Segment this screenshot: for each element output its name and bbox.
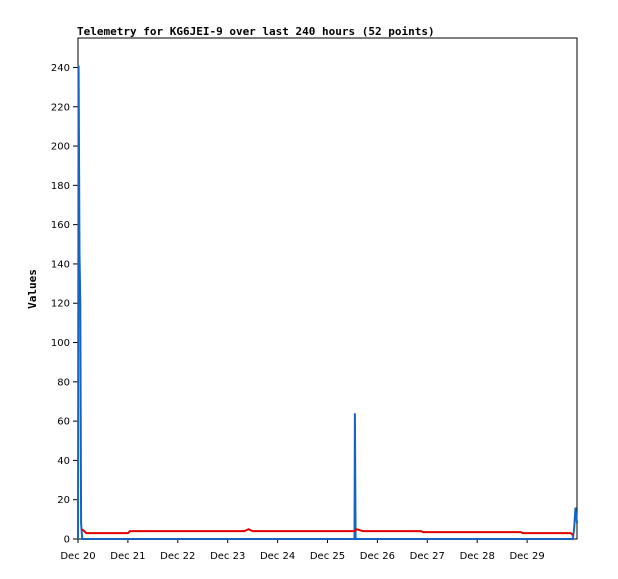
y-tick-label: 200 [51,142,70,153]
x-tick-label: Dec 20 [60,551,95,562]
x-tick-label: Dec 23 [210,551,245,562]
y-tick-label: 160 [51,220,70,231]
y-tick-label: 80 [57,377,70,388]
x-tick-label: Dec 29 [509,551,544,562]
x-tick-label: Dec 27 [410,551,445,562]
y-tick-label: 40 [57,456,70,467]
y-tick-label: 120 [51,299,70,310]
x-axis-ticks: Dec 20 Dec 21 Dec 22 Dec 23 Dec 24 Dec 25 Dec … [60,539,545,562]
y-tick-label: 140 [51,259,70,270]
x-tick-label: Dec 26 [360,551,395,562]
y-tick-label: 220 [51,102,70,113]
plot-frame [77,37,578,540]
chart-title: Telemetry for KG6JEI-9 over last 240 hou… [77,25,435,38]
y-tick-label: 240 [51,63,70,74]
y-axis-ticks: 0 20 40 60 80 100 120 140 160 180 200 220 240 [51,63,78,546]
x-tick-label: Dec 28 [460,551,495,562]
series-line-1 [77,65,578,540]
x-tick-label: Dec 22 [160,551,195,562]
x-tick-label: Dec 25 [310,551,345,562]
y-tick-label: 0 [64,535,70,546]
x-tick-label: Dec 21 [110,551,145,562]
y-tick-label: 20 [57,495,70,506]
y-tick-label: 60 [57,417,70,428]
y-tick-label: 180 [51,181,70,192]
x-tick-label: Dec 24 [260,551,295,562]
y-tick-label: 100 [51,338,70,349]
series-layer [77,65,578,540]
series-line-2 [81,528,574,536]
y-axis-label: Values [26,269,39,309]
